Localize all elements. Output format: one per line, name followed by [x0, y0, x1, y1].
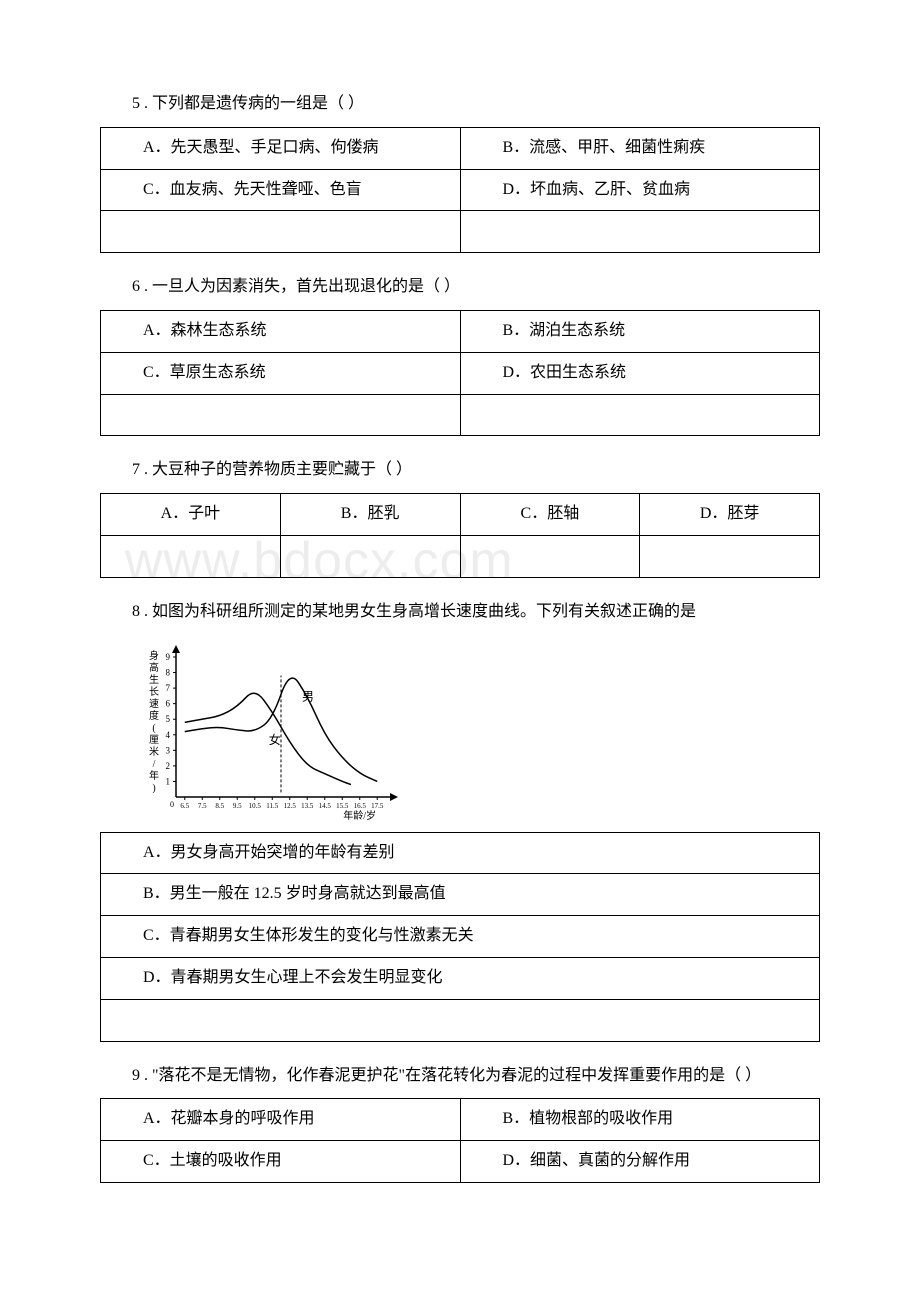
q9-option-b: B．植物根部的吸收作用 — [460, 1099, 820, 1141]
q8-option-b: B．男生一般在 12.5 岁时身高就达到最高值 — [101, 874, 820, 916]
svg-text:8: 8 — [166, 667, 171, 677]
svg-text:6: 6 — [166, 698, 171, 708]
q5-options-table: A．先天愚型、手足口病、佝偻病 B．流感、甲肝、细菌性痢疾 C．血友病、先天性聋… — [100, 127, 820, 253]
q8-option-d: D．青春期男女生心理上不会发生明显变化 — [101, 957, 820, 999]
q7-empty-cell — [460, 535, 640, 577]
q5-option-d: D．坏血病、乙肝、贫血病 — [460, 169, 820, 211]
q5-option-a: A．先天愚型、手足口病、佝偻病 — [101, 127, 461, 169]
growth-chart-svg: 1 2 3 4 5 6 7 8 9 0 6.5 7.5 8.5 9.5 10.5 11.5 12.5 13.5 14… — [140, 637, 420, 822]
svg-text:高: 高 — [149, 661, 159, 674]
svg-text:/: / — [153, 759, 156, 770]
svg-text:5: 5 — [166, 714, 171, 724]
q9-options-table: A．花瓣本身的呼吸作用 B．植物根部的吸收作用 C．土壤的吸收作用 D．细菌、真… — [100, 1098, 820, 1183]
q5-text: 5 . 下列都是遗传病的一组是（ ） — [100, 90, 820, 119]
q8-option-a: A．男女身高开始突增的年龄有差别 — [101, 832, 820, 874]
svg-text:2: 2 — [166, 760, 171, 770]
q9-option-c: C．土壤的吸收作用 — [101, 1141, 461, 1183]
q6-options-table: A．森林生态系统 B．湖泊生态系统 C．草原生态系统 D．农田生态系统 — [100, 310, 820, 436]
svg-text:12.5: 12.5 — [284, 802, 297, 810]
q9-text: 9 . "落花不是无情物，化作春泥更护花"在落花转化为春泥的过程中发挥重要作用的… — [100, 1062, 820, 1091]
q8-option-c: C．青春期男女生体形发生的变化与性激素无关 — [101, 916, 820, 958]
q8-text: 8 . 如图为科研组所测定的某地男女生身高增长速度曲线。下列有关叙述正确的是 — [100, 598, 820, 627]
svg-text:8.5: 8.5 — [215, 802, 224, 810]
svg-text:厘: 厘 — [149, 734, 159, 746]
q8-options-table: A．男女身高开始突增的年龄有差别 B．男生一般在 12.5 岁时身高就达到最高值… — [100, 832, 820, 1042]
q6-empty-cell — [101, 394, 461, 436]
svg-text:9: 9 — [166, 652, 171, 662]
q8-chart: 1 2 3 4 5 6 7 8 9 0 6.5 7.5 8.5 9.5 10.5 11.5 12.5 13.5 14… — [140, 637, 420, 822]
svg-text:9.5: 9.5 — [233, 802, 242, 810]
q6-empty-cell — [460, 394, 820, 436]
svg-text:生: 生 — [149, 673, 159, 686]
svg-text:16.5: 16.5 — [354, 802, 367, 810]
svg-text:长: 长 — [149, 686, 159, 698]
svg-text:15.5: 15.5 — [336, 802, 349, 810]
q7-option-d: D．胚芽 — [640, 494, 820, 536]
q6-text: 6 . 一旦人为因素消失，首先出现退化的是（ ） — [100, 273, 820, 302]
q5-option-b: B．流感、甲肝、细菌性痢疾 — [460, 127, 820, 169]
q9-option-d: D．细菌、真菌的分解作用 — [460, 1141, 820, 1183]
q6-option-a: A．森林生态系统 — [101, 310, 461, 352]
q7-options-table: A．子叶 B．胚乳 C．胚轴 D．胚芽 — [100, 493, 820, 578]
svg-text:): ) — [152, 783, 155, 794]
svg-text:米: 米 — [149, 745, 159, 758]
svg-text:7.5: 7.5 — [198, 802, 207, 810]
q9-option-a: A．花瓣本身的呼吸作用 — [101, 1099, 461, 1141]
svg-text:11.5: 11.5 — [266, 802, 278, 810]
q8-empty-cell — [101, 999, 820, 1041]
svg-text:(: ( — [152, 723, 156, 734]
svg-text:14.5: 14.5 — [319, 802, 332, 810]
q7-empty-cell — [101, 535, 281, 577]
svg-text:男: 男 — [302, 689, 314, 703]
svg-text:3: 3 — [166, 745, 171, 755]
q6-option-d: D．农田生态系统 — [460, 352, 820, 394]
q6-option-b: B．湖泊生态系统 — [460, 310, 820, 352]
svg-text:10.5: 10.5 — [249, 802, 262, 810]
q7-empty-cell — [640, 535, 820, 577]
q7-text: 7 . 大豆种子的营养物质主要贮藏于（ ） — [100, 456, 820, 485]
q7-option-c: C．胚轴 — [460, 494, 640, 536]
svg-text:年: 年 — [149, 769, 159, 782]
q5-option-c: C．血友病、先天性聋哑、色盲 — [101, 169, 461, 211]
svg-text:6.5: 6.5 — [180, 802, 189, 810]
svg-text:17.5: 17.5 — [371, 802, 384, 810]
q7-option-a: A．子叶 — [101, 494, 281, 536]
svg-text:女: 女 — [269, 732, 281, 747]
q5-empty-cell — [101, 211, 461, 253]
q7-option-b: B．胚乳 — [280, 494, 460, 536]
q5-empty-cell — [460, 211, 820, 253]
q6-option-c: C．草原生态系统 — [101, 352, 461, 394]
svg-text:年龄/岁: 年龄/岁 — [343, 809, 376, 822]
svg-text:0: 0 — [170, 800, 174, 809]
svg-text:4: 4 — [166, 729, 171, 739]
svg-text:速: 速 — [149, 698, 159, 710]
svg-text:7: 7 — [166, 683, 171, 693]
svg-text:身: 身 — [149, 649, 159, 662]
svg-text:度: 度 — [149, 709, 159, 722]
svg-text:1: 1 — [166, 776, 171, 786]
q7-empty-cell — [280, 535, 460, 577]
svg-text:13.5: 13.5 — [301, 802, 314, 810]
